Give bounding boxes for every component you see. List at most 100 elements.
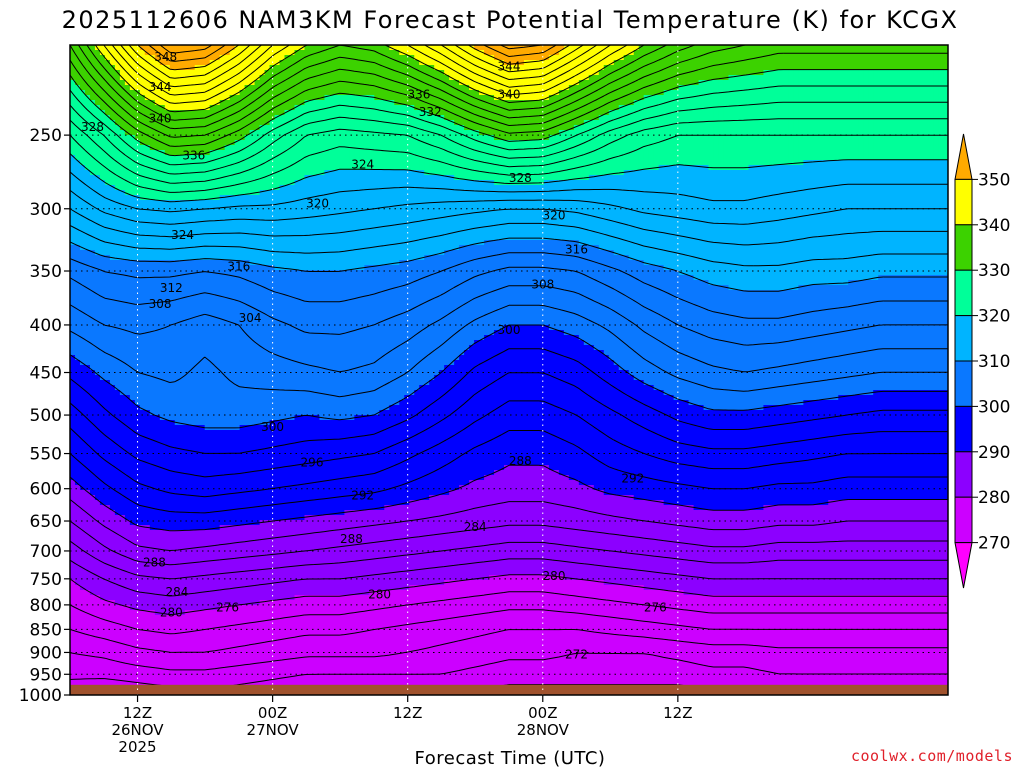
field-cell — [743, 175, 750, 181]
field-cell — [104, 160, 111, 166]
field-cell — [384, 170, 390, 176]
field-cell — [718, 145, 725, 151]
field-cell — [933, 180, 939, 186]
field-cell — [743, 130, 750, 136]
field-cell — [384, 145, 390, 151]
field-cell — [409, 180, 415, 186]
field-cell — [788, 150, 794, 156]
field-cell — [703, 45, 710, 51]
field-cell — [364, 95, 370, 101]
field-cell — [688, 115, 695, 121]
field-cell — [868, 65, 874, 71]
field-cell — [608, 160, 615, 166]
field-cell — [718, 45, 725, 51]
field-cell — [803, 145, 809, 151]
field-cell — [808, 120, 814, 126]
field-cell — [264, 50, 271, 56]
field-cell — [643, 100, 650, 106]
field-cell — [239, 55, 246, 61]
field-cell — [783, 165, 789, 171]
field-cell — [174, 85, 181, 91]
field-cell — [888, 45, 894, 51]
field-cell — [259, 170, 266, 176]
field-cell — [344, 60, 350, 66]
field-cell — [144, 55, 151, 61]
field-cell — [853, 90, 859, 96]
field-cell — [663, 70, 670, 76]
field-cell — [264, 70, 271, 76]
field-cell — [84, 75, 91, 81]
field-cell — [129, 135, 136, 141]
field-cell — [484, 50, 490, 56]
field-cell — [653, 175, 660, 181]
field-cell — [758, 155, 765, 161]
field-cell — [424, 70, 430, 76]
field-cell — [214, 55, 221, 61]
field-cell — [748, 110, 755, 116]
field-cell — [878, 125, 884, 131]
field-cell — [359, 90, 365, 96]
field-cell — [703, 60, 710, 66]
theta-field — [70, 45, 948, 695]
field-cell — [633, 45, 640, 51]
field-cell — [479, 170, 485, 176]
field-cell — [918, 75, 924, 81]
field-cell — [204, 125, 211, 131]
field-cell — [454, 80, 460, 86]
chart-title: 2025112606 NAM3KM Forecast Potential Tem… — [62, 6, 959, 34]
field-cell — [663, 60, 670, 66]
field-cell — [139, 55, 146, 61]
field-cell — [668, 180, 675, 186]
field-cell — [294, 55, 301, 61]
field-cell — [673, 165, 680, 171]
field-cell — [928, 175, 934, 181]
field-cell — [354, 65, 360, 71]
field-cell — [419, 120, 425, 126]
field-cell — [913, 165, 919, 171]
field-cell — [683, 55, 690, 61]
field-cell — [753, 100, 760, 106]
field-cell — [733, 50, 740, 56]
field-cell — [873, 45, 879, 51]
field-cell — [174, 165, 181, 171]
field-cell — [538, 170, 545, 176]
field-cell — [204, 60, 211, 66]
field-cell — [199, 65, 206, 71]
field-cell — [658, 100, 665, 106]
field-cell — [903, 55, 909, 61]
field-cell — [633, 155, 640, 161]
field-cell — [933, 55, 939, 61]
field-cell — [653, 70, 660, 76]
field-cell — [214, 45, 221, 51]
field-cell — [119, 70, 126, 76]
field-cell — [863, 80, 869, 86]
field-cell — [164, 95, 171, 101]
field-cell — [384, 45, 390, 51]
field-cell — [723, 125, 730, 131]
field-cell — [633, 180, 640, 186]
field-cell — [648, 150, 655, 156]
field-cell — [209, 110, 216, 116]
field-cell — [359, 60, 365, 66]
field-cell — [504, 95, 510, 101]
field-cell — [139, 100, 146, 106]
field-cell — [399, 75, 405, 81]
field-cell — [244, 75, 251, 81]
field-cell — [364, 120, 370, 126]
field-cell — [853, 125, 859, 131]
field-cell — [464, 85, 470, 91]
field-cell — [284, 45, 291, 51]
field-cell — [618, 165, 625, 171]
field-cell — [114, 75, 121, 81]
field-cell — [139, 180, 146, 186]
field-cell — [399, 80, 405, 86]
field-cell — [538, 45, 545, 51]
field-cell — [588, 50, 595, 56]
field-cell — [798, 175, 804, 181]
field-cell — [219, 110, 226, 116]
field-cell — [588, 110, 595, 116]
field-cell — [479, 175, 485, 181]
field-cell — [628, 55, 635, 61]
field-cell — [843, 45, 849, 51]
field-cell — [738, 50, 745, 56]
